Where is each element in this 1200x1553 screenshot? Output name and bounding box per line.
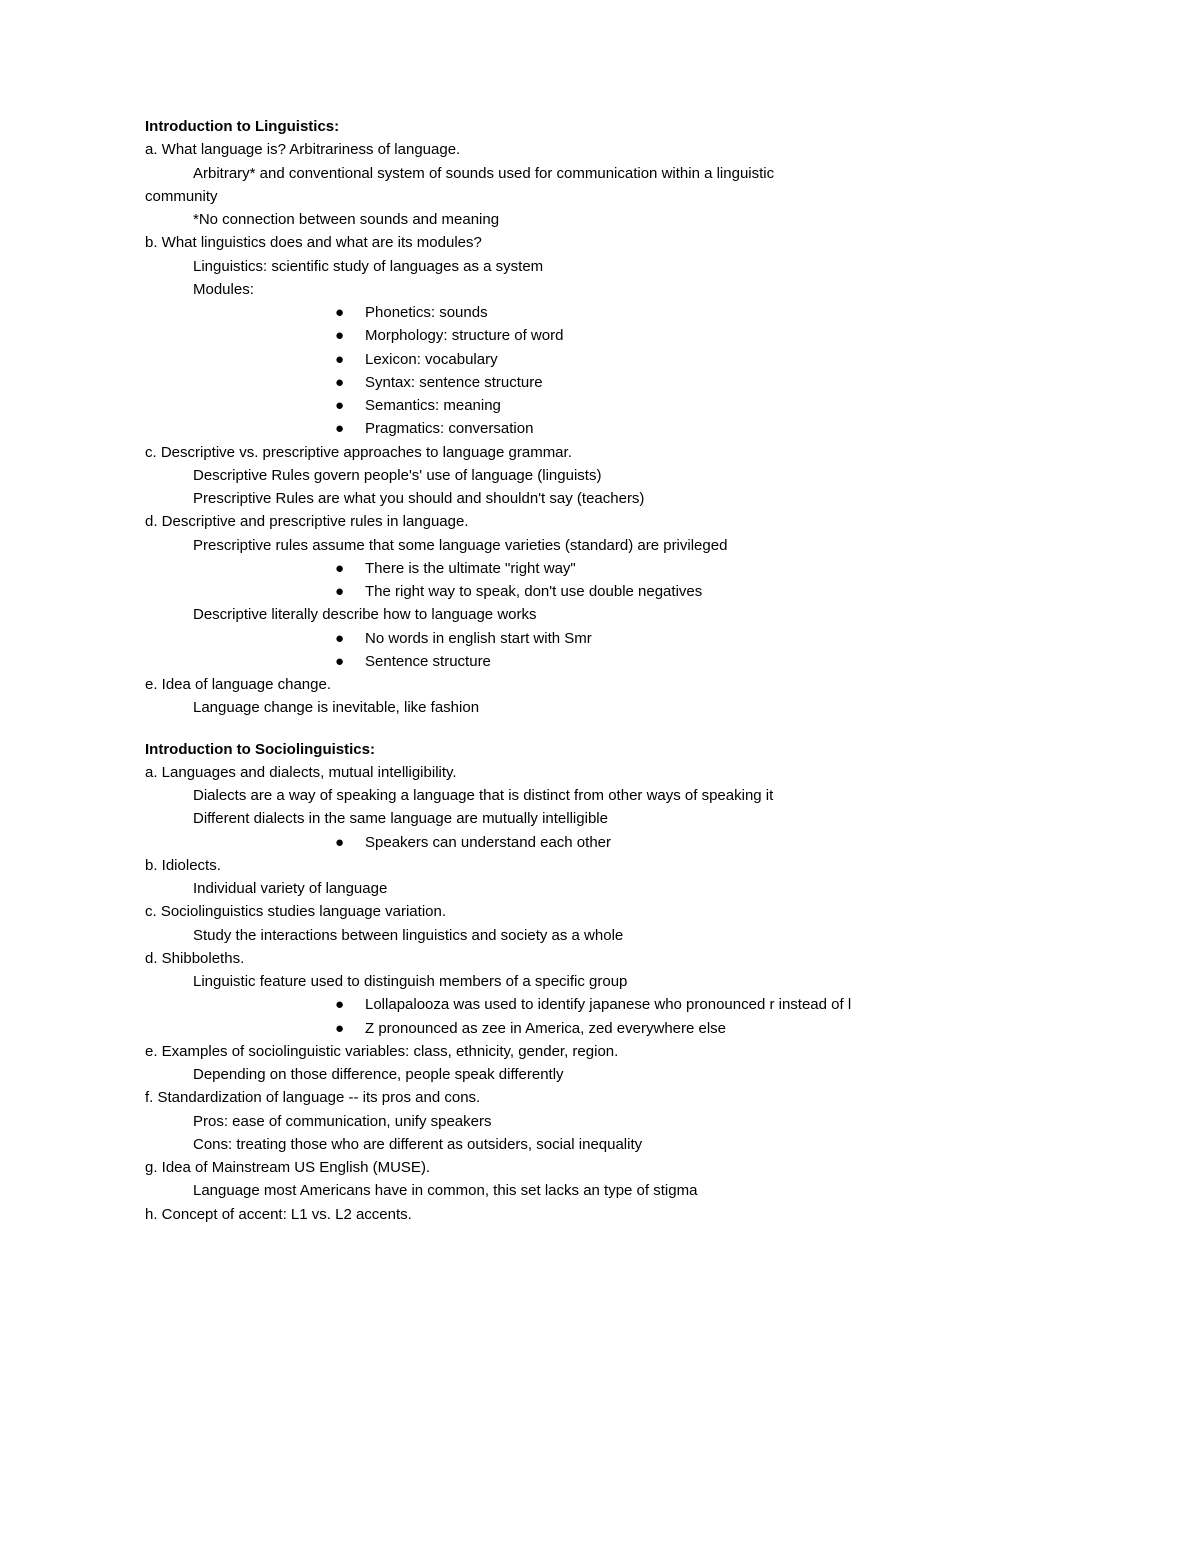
bullet-icon: ● (335, 348, 365, 371)
bullet-text: Z pronounced as zee in America, zed ever… (365, 1017, 726, 1040)
body-line: community (145, 185, 1055, 208)
body-line: Study the interactions between linguisti… (193, 924, 1055, 947)
body-line: *No connection between sounds and meanin… (193, 208, 1055, 231)
body-line: Arbitrary* and conventional system of so… (193, 162, 1055, 185)
bullet-icon: ● (335, 417, 365, 440)
bullet-item: ●Pragmatics: conversation (335, 417, 1055, 440)
body-line: c. Sociolinguistics studies language var… (145, 900, 1055, 923)
bullet-text: Morphology: structure of word (365, 324, 563, 347)
document-root: Introduction to Linguistics:a. What lang… (145, 115, 1055, 1226)
section-heading: Introduction to Sociolinguistics: (145, 738, 1055, 761)
bullet-text: Phonetics: sounds (365, 301, 488, 324)
bullet-item: ●Lexicon: vocabulary (335, 348, 1055, 371)
body-line: f. Standardization of language -- its pr… (145, 1086, 1055, 1109)
bullet-text: Lexicon: vocabulary (365, 348, 498, 371)
body-line: g. Idea of Mainstream US English (MUSE). (145, 1156, 1055, 1179)
body-line: Descriptive literally describe how to la… (193, 603, 1055, 626)
bullet-text: Speakers can understand each other (365, 831, 611, 854)
bullet-text: Semantics: meaning (365, 394, 501, 417)
bullet-item: ●Z pronounced as zee in America, zed eve… (335, 1017, 1055, 1040)
body-line: h. Concept of accent: L1 vs. L2 accents. (145, 1203, 1055, 1226)
body-line: Language change is inevitable, like fash… (193, 696, 1055, 719)
body-line: b. What linguistics does and what are it… (145, 231, 1055, 254)
bullet-item: ●The right way to speak, don't use doubl… (335, 580, 1055, 603)
bullet-item: ●No words in english start with Smr (335, 627, 1055, 650)
body-line: Depending on those difference, people sp… (193, 1063, 1055, 1086)
bullet-icon: ● (335, 1017, 365, 1040)
body-line: Cons: treating those who are different a… (193, 1133, 1055, 1156)
body-line: c. Descriptive vs. prescriptive approach… (145, 441, 1055, 464)
bullet-icon: ● (335, 324, 365, 347)
body-line: Individual variety of language (193, 877, 1055, 900)
bullet-icon: ● (335, 557, 365, 580)
bullet-item: ●Semantics: meaning (335, 394, 1055, 417)
body-line: b. Idiolects. (145, 854, 1055, 877)
bullet-icon: ● (335, 371, 365, 394)
bullet-icon: ● (335, 580, 365, 603)
bullet-item: ●Speakers can understand each other (335, 831, 1055, 854)
bullet-text: Lollapalooza was used to identify japane… (365, 993, 851, 1016)
section-heading: Introduction to Linguistics: (145, 115, 1055, 138)
body-line: Prescriptive Rules are what you should a… (193, 487, 1055, 510)
bullet-icon: ● (335, 394, 365, 417)
body-line: Linguistics: scientific study of languag… (193, 255, 1055, 278)
bullet-icon: ● (335, 301, 365, 324)
bullet-icon: ● (335, 993, 365, 1016)
bullet-text: Syntax: sentence structure (365, 371, 543, 394)
body-line: Different dialects in the same language … (193, 807, 1055, 830)
bullet-icon: ● (335, 831, 365, 854)
bullet-text: Sentence structure (365, 650, 491, 673)
bullet-icon: ● (335, 650, 365, 673)
body-line: d. Shibboleths. (145, 947, 1055, 970)
bullet-item: ●There is the ultimate "right way" (335, 557, 1055, 580)
bullet-item: ●Lollapalooza was used to identify japan… (335, 993, 1055, 1016)
bullet-item: ●Morphology: structure of word (335, 324, 1055, 347)
bullet-item: ●Syntax: sentence structure (335, 371, 1055, 394)
body-line: Language most Americans have in common, … (193, 1179, 1055, 1202)
body-line: Dialects are a way of speaking a languag… (193, 784, 1055, 807)
bullet-text: The right way to speak, don't use double… (365, 580, 702, 603)
body-line: Descriptive Rules govern people's' use o… (193, 464, 1055, 487)
body-line: Pros: ease of communication, unify speak… (193, 1110, 1055, 1133)
body-line: Modules: (193, 278, 1055, 301)
body-line: Linguistic feature used to distinguish m… (193, 970, 1055, 993)
bullet-icon: ● (335, 627, 365, 650)
body-line: a. What language is? Arbitrariness of la… (145, 138, 1055, 161)
bullet-item: ●Sentence structure (335, 650, 1055, 673)
body-line: d. Descriptive and prescriptive rules in… (145, 510, 1055, 533)
bullet-item: ●Phonetics: sounds (335, 301, 1055, 324)
bullet-text: Pragmatics: conversation (365, 417, 533, 440)
body-line: Prescriptive rules assume that some lang… (193, 534, 1055, 557)
body-line: e. Examples of sociolinguistic variables… (145, 1040, 1055, 1063)
bullet-text: No words in english start with Smr (365, 627, 592, 650)
body-line: e. Idea of language change. (145, 673, 1055, 696)
body-line: a. Languages and dialects, mutual intell… (145, 761, 1055, 784)
bullet-text: There is the ultimate "right way" (365, 557, 576, 580)
